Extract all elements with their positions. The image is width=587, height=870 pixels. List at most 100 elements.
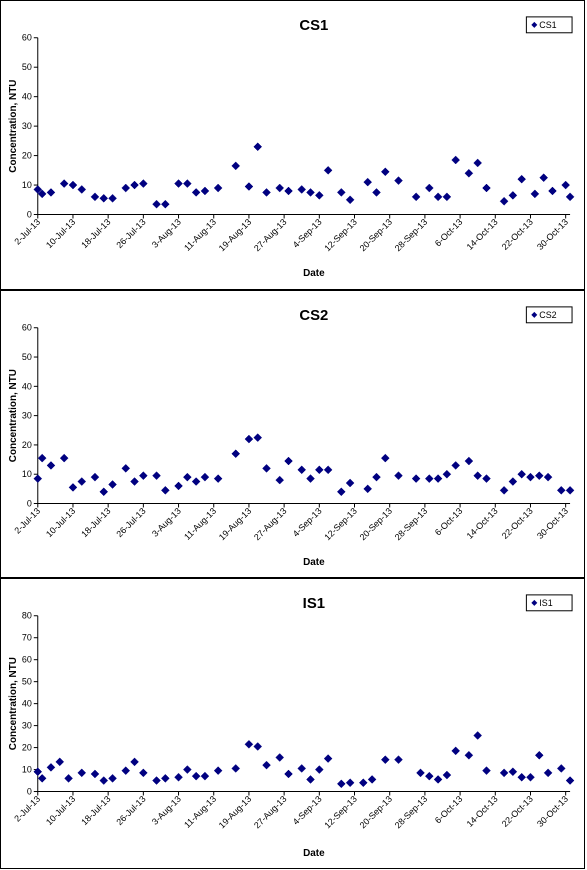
data-point (433, 192, 443, 202)
data-point (183, 179, 192, 188)
data-point (526, 772, 535, 782)
x-tick-label: 11-Aug-13 (182, 217, 218, 253)
data-point (183, 472, 192, 482)
x-tick-label: 28-Sep-13 (393, 217, 430, 254)
data-point (161, 486, 170, 495)
y-tick-label: 0 (27, 787, 32, 797)
data-point (99, 487, 109, 497)
data-point (262, 760, 271, 770)
legend-box (525, 306, 573, 324)
data-point (363, 177, 373, 187)
legend-marker (531, 599, 538, 606)
data-point (442, 192, 452, 202)
data-point (517, 174, 527, 184)
legend-box (525, 16, 573, 34)
data-point (499, 486, 509, 495)
y-tick-label: 10 (22, 469, 32, 479)
data-point (424, 771, 434, 781)
data-point (68, 180, 78, 190)
x-tick-label: 6-Oct-13 (433, 506, 465, 538)
y-tick-label: 40 (22, 699, 32, 709)
data-point (59, 453, 69, 463)
data-point (152, 199, 161, 209)
data-point (306, 474, 315, 483)
x-tick-label: 12-Sep-13 (322, 217, 359, 254)
data-point (548, 186, 557, 196)
data-point (253, 433, 263, 442)
data-point (442, 770, 452, 780)
data-point (139, 179, 148, 188)
data-point (213, 474, 223, 483)
data-point (174, 179, 183, 188)
x-tick-label: 4-Sep-13 (291, 506, 324, 539)
data-point (499, 768, 509, 778)
data-point (314, 765, 324, 774)
data-point (482, 183, 491, 193)
data-point (411, 474, 421, 483)
data-point (108, 774, 117, 783)
data-point (367, 775, 377, 784)
x-tick-label: 28-Sep-13 (393, 506, 430, 543)
data-point (433, 474, 443, 483)
legend-label: IS1 (539, 598, 552, 608)
data-point (121, 464, 131, 473)
data-point (323, 166, 333, 175)
chart-panel-cs2: CS2 0 10 20 30 40 50 60 2-Jul-13 10-Jul-13 18-Jul-… (0, 290, 585, 578)
data-point (508, 767, 518, 777)
data-point (306, 188, 315, 197)
data-point (394, 471, 403, 481)
x-tick-label: 26-Jul-13 (114, 794, 147, 827)
data-point (37, 453, 47, 463)
data-point (372, 472, 381, 482)
data-point (139, 471, 148, 481)
data-point (394, 755, 403, 764)
data-point (433, 775, 443, 784)
data-point (191, 771, 201, 781)
data-point (473, 471, 483, 481)
data-point (130, 757, 139, 767)
chart-panel-cs1: CS1 0 10 20 30 40 50 60 2-Jul-13 10-Jul-13 18-Jul-… (0, 0, 585, 290)
data-point (121, 183, 131, 193)
data-point (297, 185, 307, 194)
data-point (191, 477, 201, 486)
x-tick-label: 27-Aug-13 (252, 217, 289, 254)
data-point (323, 465, 333, 475)
data-point (323, 754, 333, 763)
data-point (424, 474, 434, 483)
data-point (231, 449, 241, 459)
data-point (174, 772, 183, 782)
data-point (152, 471, 161, 481)
data-point (46, 763, 56, 772)
x-tick-label: 6-Oct-13 (433, 217, 465, 249)
data-point (314, 191, 324, 200)
data-point (139, 768, 148, 778)
data-point (530, 189, 540, 199)
y-tick-label: 40 (22, 381, 32, 391)
data-point (231, 764, 241, 773)
data-point (275, 183, 285, 193)
x-tick-label: 4-Sep-13 (291, 794, 324, 827)
data-point (534, 471, 544, 481)
data-point (55, 757, 65, 767)
data-point (108, 193, 117, 203)
data-point (442, 469, 452, 479)
data-point (200, 472, 210, 482)
data-point (253, 142, 263, 152)
data-point (451, 461, 461, 470)
y-tick-label: 70 (22, 633, 32, 643)
data-point (411, 192, 421, 202)
data-point (345, 195, 355, 205)
y-tick-label: 60 (22, 655, 32, 665)
data-point (90, 769, 100, 779)
data-point (253, 742, 263, 751)
data-point (275, 475, 285, 485)
data-point (33, 767, 43, 777)
data-point (77, 477, 87, 486)
data-point (297, 465, 307, 475)
x-axis-label: Date (303, 557, 325, 568)
data-point (174, 481, 183, 491)
data-point (451, 155, 461, 165)
data-point (200, 186, 210, 196)
data-point (556, 764, 566, 773)
chart-title: CS2 (299, 308, 328, 324)
